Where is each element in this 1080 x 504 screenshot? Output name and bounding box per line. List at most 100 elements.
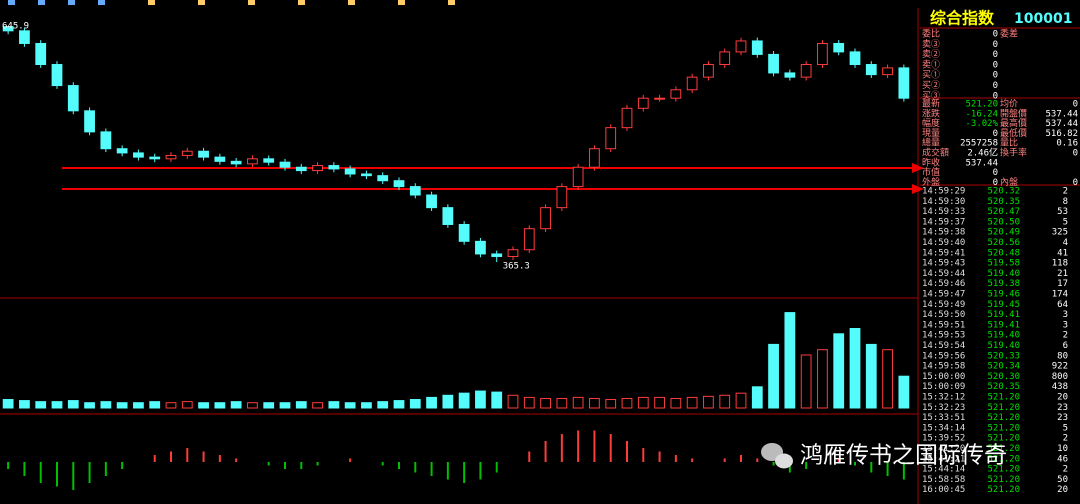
trade-price: 521.20 bbox=[987, 454, 1020, 464]
volume-bar bbox=[654, 396, 665, 409]
trade-time: 15:39:52 bbox=[922, 434, 965, 444]
trade-price: 520.32 bbox=[987, 187, 1020, 197]
quote-value: 0 bbox=[993, 40, 998, 50]
trade-price: 521.20 bbox=[987, 403, 1020, 413]
quote-value: 537.44 bbox=[965, 158, 998, 168]
candle-body bbox=[344, 168, 356, 175]
trade-price: 520.35 bbox=[987, 382, 1020, 392]
trade-time: 14:59:53 bbox=[922, 331, 965, 341]
candle-body bbox=[817, 42, 828, 66]
trade-price: 520.50 bbox=[987, 217, 1020, 227]
trade-time: 15:58:58 bbox=[922, 475, 965, 485]
tool-icon bbox=[298, 0, 305, 5]
trade-price: 519.41 bbox=[987, 310, 1020, 320]
quote-value: 2.46亿 bbox=[967, 147, 998, 159]
volume-bar bbox=[393, 400, 405, 409]
trade-time: 15:33:51 bbox=[922, 413, 965, 423]
candle-body bbox=[263, 158, 275, 163]
quote-value: 2557258 bbox=[960, 139, 998, 149]
trade-volume: 46 bbox=[1057, 454, 1068, 464]
quote-label: 外盤 bbox=[922, 176, 940, 188]
volume-bar bbox=[589, 397, 600, 409]
volume-bar bbox=[768, 343, 779, 409]
candle-body bbox=[523, 228, 535, 251]
volume-bar bbox=[149, 401, 161, 409]
candle-body bbox=[393, 180, 405, 188]
volume-bar bbox=[898, 375, 910, 409]
tool-icon bbox=[148, 0, 155, 5]
quote-value: 0 bbox=[993, 168, 998, 178]
candle-body bbox=[898, 67, 910, 99]
trade-time: 14:59:29 bbox=[922, 187, 965, 197]
candle-body bbox=[882, 67, 893, 76]
volume-bar bbox=[719, 394, 731, 409]
quote-value: 0 bbox=[993, 129, 998, 139]
tool-icon bbox=[38, 0, 45, 5]
volume-bar bbox=[751, 386, 763, 409]
trade-time: 14:59:50 bbox=[922, 310, 965, 320]
quote-label: 幅度 bbox=[922, 117, 940, 129]
volume-bar bbox=[849, 328, 861, 409]
candle-body bbox=[426, 194, 437, 209]
volume-bar bbox=[377, 401, 389, 409]
trade-price: 521.20 bbox=[987, 423, 1020, 433]
volume-bar bbox=[116, 402, 128, 409]
arrow-head bbox=[912, 184, 924, 194]
trade-volume: 5 bbox=[1063, 423, 1068, 433]
volume-bar bbox=[621, 397, 633, 409]
trade-price: 519.40 bbox=[987, 269, 1020, 279]
trade-price: 520.47 bbox=[987, 207, 1020, 217]
trade-time: 14:59:30 bbox=[922, 197, 965, 207]
candle-body bbox=[686, 76, 698, 91]
trade-price: 519.58 bbox=[987, 259, 1020, 269]
volume-bar bbox=[35, 401, 47, 409]
quote-label: 量比 bbox=[1000, 137, 1018, 149]
index-code: 100001 bbox=[1014, 11, 1072, 27]
candle-body bbox=[654, 97, 665, 100]
quote-value: 0.16 bbox=[1056, 139, 1078, 149]
candle-body bbox=[51, 64, 63, 87]
watermark-text: 鸿雁传书之国际传奇 bbox=[800, 443, 1007, 469]
volume-bar bbox=[2, 399, 14, 409]
trade-volume: 2 bbox=[1063, 331, 1068, 341]
trade-volume: 922 bbox=[1052, 362, 1068, 372]
tool-icon bbox=[198, 0, 205, 5]
quote-value: 0 bbox=[993, 60, 998, 70]
trade-volume: 2 bbox=[1063, 465, 1068, 475]
candle-body bbox=[572, 166, 584, 188]
candle-body bbox=[116, 148, 128, 154]
trade-price: 520.34 bbox=[987, 362, 1020, 372]
quote-label: 最新 bbox=[922, 98, 940, 110]
trade-price: 520.56 bbox=[987, 238, 1020, 248]
candle-body bbox=[230, 160, 242, 165]
quote-label: 成交額 bbox=[922, 147, 949, 159]
candle-body bbox=[768, 53, 779, 74]
quote-value: 0 bbox=[1073, 178, 1078, 188]
candle-body bbox=[751, 40, 763, 55]
candle-body bbox=[35, 42, 47, 66]
volume-bar bbox=[540, 397, 551, 409]
trade-time: 15:44:14 bbox=[922, 465, 965, 475]
trade-volume: 53 bbox=[1057, 207, 1068, 217]
volume-bar bbox=[703, 395, 714, 409]
quote-label: 均价 bbox=[1000, 98, 1018, 110]
volume-bar bbox=[670, 397, 682, 409]
volume-bar bbox=[735, 392, 747, 409]
quote-label: 開盤價 bbox=[1000, 107, 1027, 119]
candle-body bbox=[214, 156, 226, 162]
trade-price: 520.30 bbox=[987, 372, 1020, 382]
candle-body bbox=[670, 89, 682, 99]
trade-time: 14:59:54 bbox=[922, 341, 965, 351]
candle-body bbox=[149, 156, 161, 160]
trade-volume: 50 bbox=[1057, 475, 1068, 485]
trade-volume: 5 bbox=[1063, 217, 1068, 227]
candle-body bbox=[361, 173, 372, 177]
volume-bar bbox=[198, 402, 209, 409]
tool-icon bbox=[348, 0, 355, 5]
candle-body bbox=[784, 72, 796, 78]
quote-value: 0 bbox=[993, 50, 998, 60]
trade-price: 519.45 bbox=[987, 300, 1020, 310]
quote-label: 市值 bbox=[922, 166, 940, 178]
trade-volume: 41 bbox=[1057, 248, 1068, 258]
